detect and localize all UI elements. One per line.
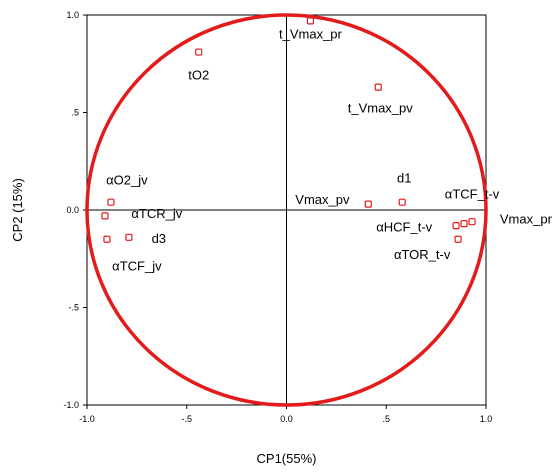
point-label: Vmax_pr (500, 212, 553, 227)
scatter-point (306, 17, 315, 25)
scatter-point (103, 235, 111, 243)
x-tick-label: .5 (382, 414, 390, 424)
x-tick-label: 1.0 (480, 414, 493, 424)
point-label: tO2 (188, 67, 209, 82)
point-label: Vmax_pv (295, 192, 350, 207)
point-label: αTCR_jv (131, 206, 182, 221)
scatter-point (101, 212, 109, 220)
y-tick-label: .5 (71, 108, 79, 118)
scatter-point (460, 220, 468, 228)
unit-circle (85, 13, 488, 407)
scatter-point (125, 233, 133, 241)
y-tick-label: 1.0 (66, 10, 79, 20)
point-label: αTCF_t-v (445, 186, 500, 201)
scatter-point (398, 198, 406, 206)
x-axis-title: CP1(55%) (257, 451, 317, 466)
point-label: αTCF_jv (112, 258, 162, 273)
point-label: d1 (397, 171, 411, 186)
scatter-point (195, 48, 203, 56)
scatter-point (452, 222, 460, 230)
point-labels: t_Vmax_pr tO2 t_Vmax_pv αO2_jv αTCR_jv d3 αTCF… (106, 26, 552, 273)
data-points (101, 17, 476, 243)
point-label: αTOR_t-v (394, 247, 451, 262)
y-tick-label: -.5 (68, 303, 79, 313)
y-tick-label: -1.0 (63, 400, 79, 410)
x-tick-label: -.5 (181, 414, 192, 424)
scatter-point (107, 198, 115, 206)
scatter-point (454, 235, 462, 243)
x-tick-label: -1.0 (79, 414, 95, 424)
point-label: αHCF_t-v (376, 219, 432, 234)
x-tick-label: 0.0 (280, 414, 293, 424)
point-label: t_Vmax_pv (348, 101, 414, 116)
scatter-point (364, 200, 372, 208)
point-label: αO2_jv (106, 173, 148, 188)
point-label: t_Vmax_pr (279, 26, 343, 41)
tick-labels: -1.0 -.5 0.0 .5 1.0 1.0 .5 0.0 -.5 -1.0 (63, 10, 492, 424)
point-label: d3 (152, 231, 166, 246)
scatter-point (468, 218, 476, 226)
correlation-circle (85, 13, 488, 407)
y-tick-label: 0.0 (66, 205, 79, 215)
y-axis-title: CP2 (15%) (10, 178, 25, 242)
scatter-point (374, 83, 382, 91)
